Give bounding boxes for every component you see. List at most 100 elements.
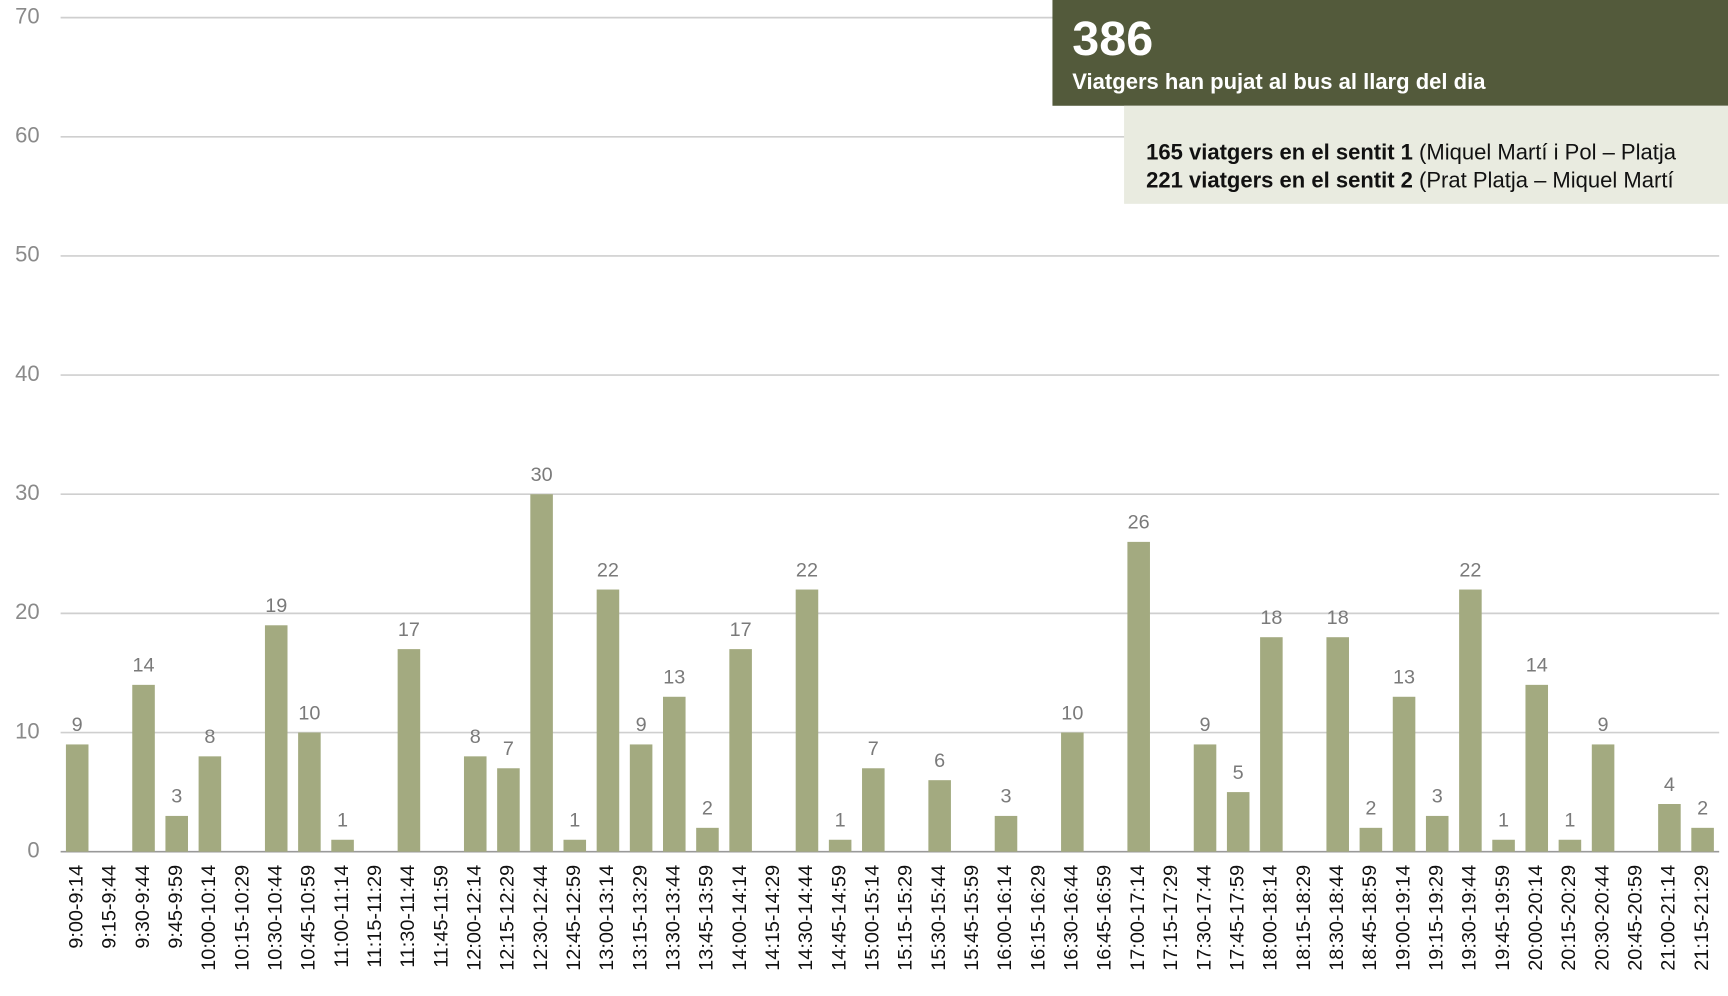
x-tick-label: 21:00-21:14 bbox=[1658, 865, 1680, 971]
x-tick-label: 11:00-11:14 bbox=[331, 865, 353, 968]
data-label: 22 bbox=[796, 559, 818, 581]
bar bbox=[264, 625, 288, 852]
x-tick-label: 13:15-13:29 bbox=[629, 865, 651, 971]
x-tick-label: 10:45-10:59 bbox=[298, 865, 320, 971]
total-subtitle: Viatgers han pujat al bus al llarg del d… bbox=[1072, 69, 1486, 94]
data-label: 3 bbox=[1000, 786, 1011, 808]
x-tick-label: 12:30-12:44 bbox=[530, 865, 552, 971]
x-tick-label: 18:30-18:44 bbox=[1326, 865, 1348, 971]
x-tick-label: 12:00-12:14 bbox=[463, 865, 485, 971]
bar bbox=[65, 744, 89, 852]
data-label: 30 bbox=[531, 464, 553, 486]
data-label: 1 bbox=[1498, 810, 1509, 832]
x-tick-label: 9:30-9:44 bbox=[132, 865, 154, 949]
x-tick-label: 14:30-14:44 bbox=[795, 865, 817, 971]
bar bbox=[132, 684, 155, 852]
bar bbox=[331, 839, 354, 852]
bar bbox=[1558, 839, 1582, 852]
bar bbox=[663, 696, 686, 852]
detail-box bbox=[1124, 105, 1728, 204]
x-tick-label: 11:30-11:44 bbox=[397, 865, 419, 968]
data-label: 7 bbox=[503, 738, 514, 760]
bar bbox=[596, 589, 620, 852]
data-label: 26 bbox=[1128, 512, 1150, 534]
bar bbox=[1260, 637, 1283, 852]
data-label: 3 bbox=[1432, 786, 1443, 808]
bar bbox=[463, 756, 487, 852]
y-tick-label: 0 bbox=[27, 837, 39, 862]
data-label: 5 bbox=[1233, 762, 1244, 784]
info-box: 386 Viatgers han pujat al bus al llarg d… bbox=[1052, 0, 1728, 204]
detail-bold: 221 viatgers en el sentit 2 bbox=[1146, 167, 1413, 192]
x-tick-label: 19:00-19:14 bbox=[1392, 865, 1414, 971]
bar bbox=[629, 744, 653, 852]
x-tick-label: 19:45-19:59 bbox=[1492, 865, 1514, 971]
bar bbox=[1193, 744, 1217, 852]
x-tick-label: 14:15-14:29 bbox=[762, 865, 784, 971]
data-label: 22 bbox=[1459, 559, 1481, 581]
x-tick-label: 10:30-10:44 bbox=[264, 865, 286, 971]
bar bbox=[198, 756, 222, 852]
x-tick-label: 15:45-15:59 bbox=[961, 865, 983, 971]
bar bbox=[530, 494, 553, 852]
detail-line: 165 viatgers en el sentit 1 (Miquel Mart… bbox=[1146, 140, 1677, 165]
x-tick-label: 20:15-20:29 bbox=[1558, 865, 1580, 971]
x-tick-label: 19:15-19:29 bbox=[1425, 865, 1447, 971]
bar bbox=[1226, 792, 1250, 852]
bar bbox=[298, 732, 321, 852]
bar bbox=[862, 768, 885, 852]
bar bbox=[1459, 589, 1482, 852]
bar bbox=[1425, 815, 1449, 852]
x-tick-label: 20:30-20:44 bbox=[1591, 865, 1613, 971]
data-label: 1 bbox=[569, 810, 580, 832]
x-tick-label: 16:15-16:29 bbox=[1027, 865, 1049, 971]
data-label: 3 bbox=[171, 786, 182, 808]
data-label: 7 bbox=[868, 738, 879, 760]
plot-area: 0 10 20 30 40 50 60 70 9:00-9:14 9 9:15-9:44 9:30-9… bbox=[15, 3, 1720, 971]
data-label: 17 bbox=[398, 619, 420, 641]
y-tick-label: 30 bbox=[15, 480, 40, 505]
x-tick-label: 10:00-10:14 bbox=[198, 865, 220, 971]
x-tick-label: 13:00-13:14 bbox=[596, 865, 618, 971]
bar bbox=[397, 649, 421, 852]
bar bbox=[828, 839, 852, 852]
y-tick-label: 50 bbox=[15, 242, 40, 267]
data-label: 9 bbox=[72, 714, 83, 736]
bar bbox=[994, 815, 1018, 852]
x-tick-label: 10:15-10:29 bbox=[231, 865, 253, 971]
bar bbox=[1492, 839, 1515, 852]
bar bbox=[1591, 744, 1615, 852]
bar bbox=[1691, 827, 1714, 852]
x-tick-label: 16:30-16:44 bbox=[1061, 865, 1083, 971]
data-label: 1 bbox=[337, 810, 348, 832]
data-label: 9 bbox=[636, 714, 647, 736]
data-label: 14 bbox=[133, 655, 155, 677]
x-tick-label: 20:00-20:14 bbox=[1525, 865, 1547, 971]
y-tick-label: 40 bbox=[15, 361, 40, 386]
data-label: 13 bbox=[1393, 667, 1415, 689]
bar bbox=[563, 839, 587, 852]
data-label: 19 bbox=[265, 595, 287, 617]
data-label: 2 bbox=[1365, 798, 1376, 820]
detail-line: 221 viatgers en el sentit 2 (Prat Platja… bbox=[1146, 167, 1674, 192]
x-tick-label: 9:15-9:44 bbox=[99, 865, 121, 949]
data-label: 6 bbox=[934, 750, 945, 772]
bar bbox=[1326, 637, 1349, 852]
y-tick-label: 10 bbox=[15, 718, 40, 743]
x-tick-label: 16:00-16:14 bbox=[994, 865, 1016, 971]
x-tick-label: 19:30-19:44 bbox=[1459, 865, 1481, 971]
detail-rest: (Miquel Martí i Pol – Platja bbox=[1413, 140, 1677, 165]
bar bbox=[928, 780, 951, 852]
total-box bbox=[1052, 0, 1728, 106]
data-label: 17 bbox=[730, 619, 752, 641]
data-label: 14 bbox=[1526, 655, 1548, 677]
data-label: 18 bbox=[1260, 607, 1282, 629]
data-label: 2 bbox=[1697, 798, 1708, 820]
x-tick-label: 15:15-15:29 bbox=[895, 865, 917, 971]
bar bbox=[1127, 541, 1150, 852]
data-label: 13 bbox=[663, 667, 685, 689]
bar bbox=[1392, 696, 1416, 852]
data-label: 22 bbox=[597, 559, 619, 581]
y-tick-label: 60 bbox=[15, 123, 40, 148]
x-tick-label: 9:45-9:59 bbox=[165, 865, 187, 949]
